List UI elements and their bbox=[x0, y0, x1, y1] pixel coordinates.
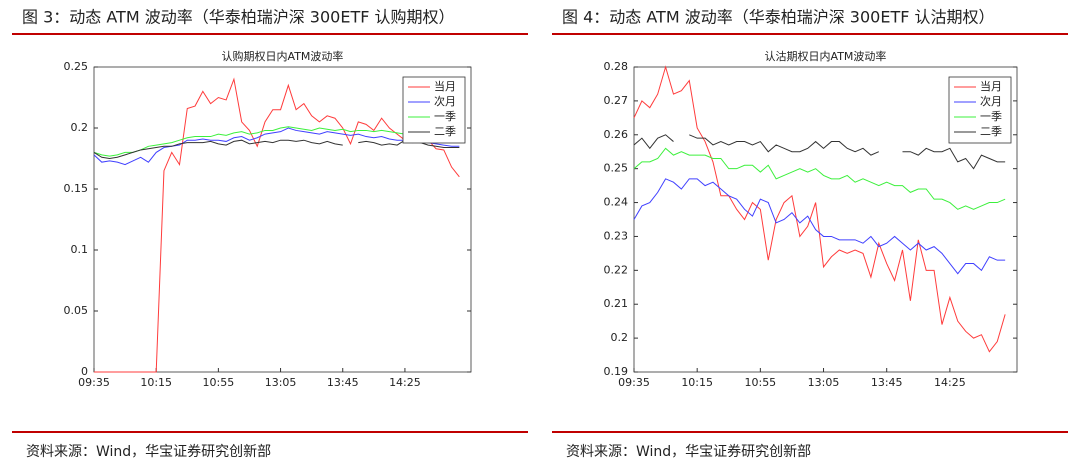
series-line bbox=[94, 77, 460, 373]
legend-label: 当月 bbox=[980, 79, 1002, 93]
legend-label: 一季 bbox=[980, 110, 1002, 123]
y-tick-label: 0.1 bbox=[71, 243, 89, 256]
x-tick-label: 10:15 bbox=[681, 376, 713, 389]
legend-label: 二季 bbox=[980, 125, 1002, 138]
y-tick-label: 0.2 bbox=[611, 331, 629, 344]
y-tick-label: 0.26 bbox=[604, 128, 629, 141]
y-tick-label: 0 bbox=[81, 365, 88, 378]
x-tick-label: 14:25 bbox=[389, 376, 421, 389]
source-note: 资料来源：Wind，华宝证券研究创新部 bbox=[26, 444, 271, 460]
legend-label: 二季 bbox=[434, 125, 456, 138]
y-tick-label: 0.21 bbox=[604, 297, 629, 310]
x-tick-label: 13:05 bbox=[808, 376, 840, 389]
x-tick-label: 09:35 bbox=[618, 376, 650, 389]
x-tick-label: 09:35 bbox=[78, 376, 110, 389]
y-tick-label: 0.25 bbox=[64, 60, 89, 73]
x-tick-label: 10:55 bbox=[203, 376, 235, 389]
legend-label: 当月 bbox=[434, 79, 456, 93]
series-line bbox=[633, 65, 1006, 353]
x-tick-label: 10:55 bbox=[744, 376, 776, 389]
figure-title: 图 3：动态 ATM 波动率（华泰柏瑞沪深 300ETF 认购期权） bbox=[22, 8, 455, 27]
source-note: 资料来源：Wind，华宝证券研究创新部 bbox=[566, 444, 811, 460]
figure-title: 图 4：动态 ATM 波动率（华泰柏瑞沪深 300ETF 认沽期权） bbox=[562, 8, 995, 27]
y-tick-label: 0.19 bbox=[604, 365, 629, 378]
y-tick-label: 0.24 bbox=[604, 196, 629, 209]
series-line bbox=[93, 127, 460, 166]
x-tick-label: 14:25 bbox=[934, 376, 966, 389]
legend-label: 一季 bbox=[434, 110, 456, 123]
legend-label: 次月 bbox=[434, 94, 456, 108]
x-tick-label: 13:05 bbox=[265, 376, 297, 389]
y-tick-label: 0.25 bbox=[604, 162, 629, 175]
x-tick-label: 13:45 bbox=[327, 376, 359, 389]
y-tick-label: 0.2 bbox=[71, 121, 89, 134]
chart-subtitle: 认购期权日内ATM波动率 bbox=[222, 49, 344, 63]
x-tick-label: 10:15 bbox=[140, 376, 172, 389]
y-tick-label: 0.27 bbox=[604, 94, 629, 107]
x-tick-label: 13:45 bbox=[871, 376, 903, 389]
y-tick-label: 0.28 bbox=[604, 60, 629, 73]
y-tick-label: 0.05 bbox=[64, 304, 89, 317]
y-tick-label: 0.22 bbox=[604, 263, 629, 276]
y-tick-label: 0.15 bbox=[64, 182, 89, 195]
chart-subtitle: 认沽期权日内ATM波动率 bbox=[765, 49, 887, 63]
series-line bbox=[633, 147, 1006, 210]
y-tick-label: 0.23 bbox=[604, 229, 629, 242]
series-line bbox=[93, 126, 460, 157]
series-line bbox=[633, 134, 1006, 170]
legend-label: 次月 bbox=[980, 94, 1002, 108]
series-line bbox=[633, 178, 1006, 275]
